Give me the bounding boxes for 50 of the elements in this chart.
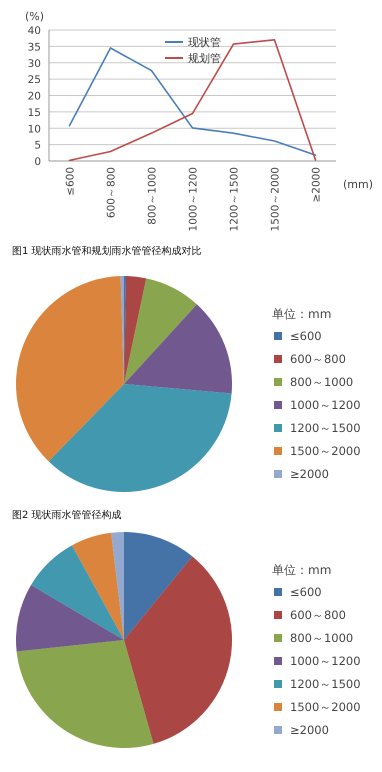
y-tick-label: 40 — [28, 25, 41, 37]
y-tick-label: 30 — [28, 58, 41, 70]
legend-label: 1000～1200 — [290, 398, 361, 412]
pie-slice — [124, 304, 232, 394]
legend-label: ≥2000 — [290, 467, 329, 481]
legend-label: 1500～2000 — [290, 700, 361, 714]
legend-label: ≤600 — [290, 585, 322, 599]
legend-label: 规划管 — [188, 52, 221, 65]
x-tick-label: ≥2000 — [310, 167, 322, 203]
y-tick-label: 15 — [28, 106, 41, 119]
pie-slice — [16, 640, 154, 748]
caption: 图2 现状雨水管管径构成 — [12, 509, 122, 521]
legend-label: 800～1000 — [290, 375, 354, 389]
y-tick-label: 25 — [28, 74, 41, 86]
pie-slice — [124, 556, 232, 744]
legend-label: 1200～1500 — [290, 421, 361, 435]
pie-slice — [31, 545, 124, 640]
y-tick-label: 35 — [28, 41, 41, 54]
pie-slice — [72, 532, 124, 640]
pie-slice — [111, 532, 124, 640]
pie-slice — [124, 532, 192, 640]
y-axis-title: (%) — [25, 10, 44, 23]
caption: 图1 现状雨水管和规划雨水管管径构成对比 — [12, 245, 202, 257]
x-tick-label: 600～800 — [106, 167, 118, 218]
y-tick-label: 5 — [34, 140, 41, 152]
legend-label: ≤600 — [290, 329, 322, 343]
legend-label: 1200～1500 — [290, 677, 361, 691]
legend-title: 单位：mm — [272, 307, 332, 321]
legend-label: 600～800 — [290, 608, 346, 622]
x-tick-label: 800～1000 — [146, 167, 158, 225]
legend-title: 单位：mm — [272, 563, 332, 577]
legend-label: 600～800 — [290, 352, 346, 366]
y-tick-label: 20 — [28, 90, 41, 102]
pie-slice — [124, 276, 146, 384]
legend-label: 现状管 — [188, 36, 221, 49]
y-tick-label: 10 — [28, 123, 41, 136]
legend-label: 1500～2000 — [290, 444, 361, 458]
legend-label: ≥2000 — [290, 723, 329, 737]
legend-label: 800～1000 — [290, 631, 354, 645]
x-tick-label: 1500～2000 — [270, 167, 282, 232]
x-tick-label: 1200～1500 — [228, 167, 240, 232]
x-tick-label: ≤600 — [64, 167, 76, 196]
pie-slice — [124, 278, 197, 384]
pie-slice — [16, 276, 124, 462]
legend-label: 1000～1200 — [290, 654, 361, 668]
pie-slice — [48, 384, 232, 492]
pie-slice — [16, 585, 124, 652]
x-axis-title: (mm) — [343, 178, 374, 191]
x-tick-label: 1000～1200 — [188, 167, 200, 232]
y-tick-label: 0 — [34, 156, 41, 168]
